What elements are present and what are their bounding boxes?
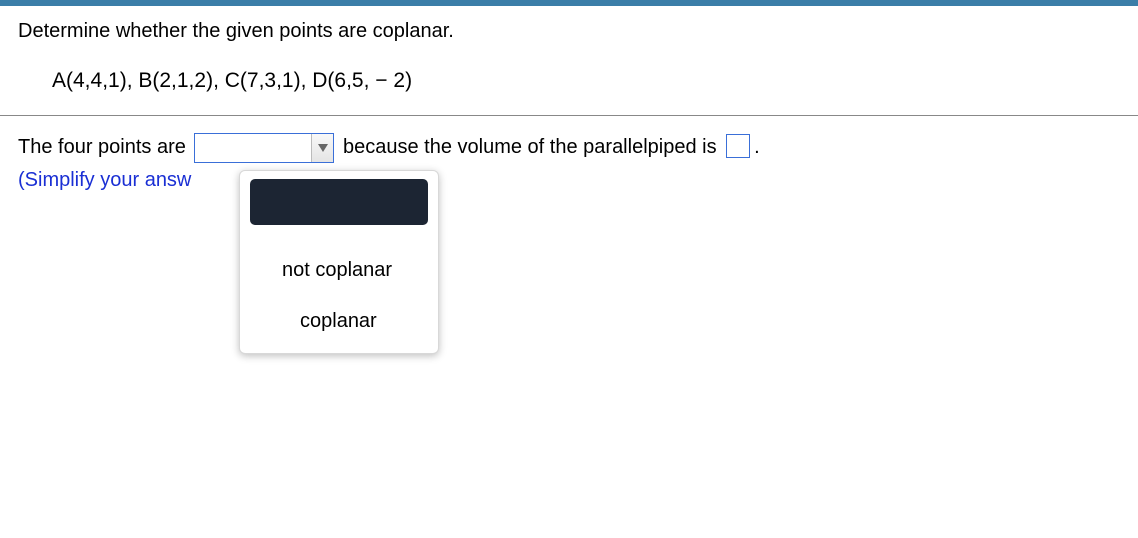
sentence-part2: because the volume of the parallelpiped …: [343, 136, 717, 158]
answer-section: The four points are because the volume o…: [0, 116, 1138, 208]
dropdown-menu: not coplanar coplanar: [239, 170, 439, 354]
coplanar-dropdown[interactable]: [194, 133, 334, 163]
answer-sentence: The four points are because the volume o…: [18, 132, 1120, 163]
dropdown-arrow-icon: [311, 134, 333, 162]
dropdown-option-not-coplanar[interactable]: not coplanar: [250, 245, 428, 296]
sentence-part1: The four points are: [18, 136, 186, 158]
question-prompt: Determine whether the given points are c…: [18, 20, 1120, 43]
sentence-period: .: [754, 136, 760, 158]
question-section: Determine whether the given points are c…: [0, 6, 1138, 116]
volume-input[interactable]: [726, 134, 750, 158]
dropdown-option-blank[interactable]: [250, 179, 428, 225]
simplify-hint: (Simplify your answ: [18, 169, 1120, 192]
question-points: A(4,4,1), B(2,1,2), C(7,3,1), D(6,5, − 2…: [18, 69, 1120, 93]
dropdown-option-coplanar[interactable]: coplanar: [250, 296, 428, 347]
